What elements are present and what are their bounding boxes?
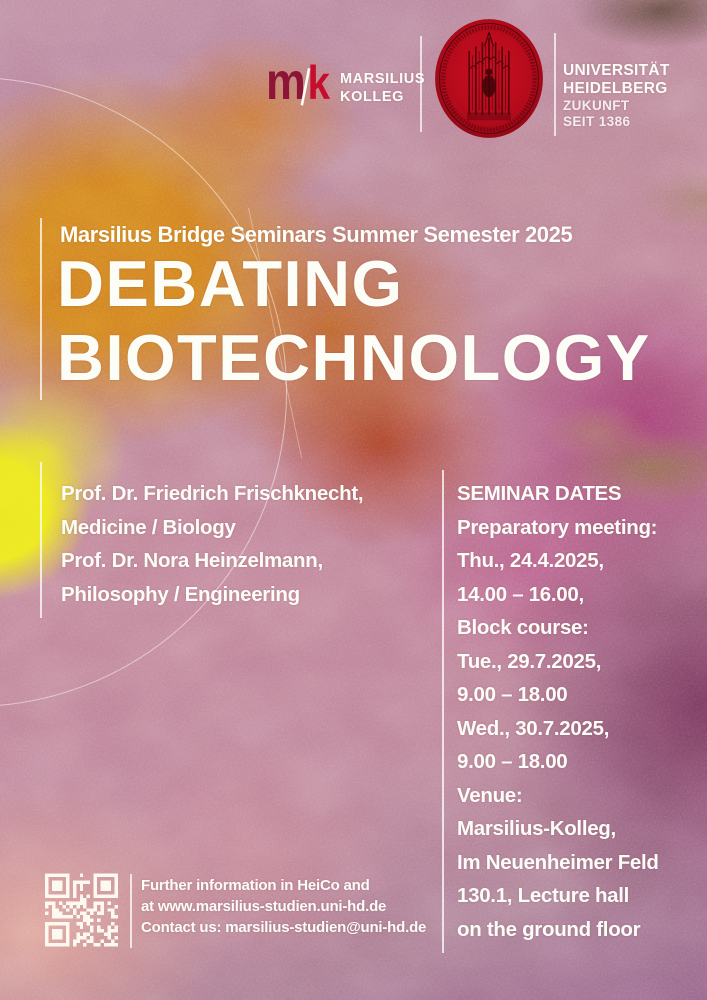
title-rule bbox=[40, 218, 42, 400]
poster-title: DEBATING BIOTECHNOLOGY bbox=[57, 247, 651, 395]
footer-info-block: Further information in HeiCo and at www.… bbox=[141, 876, 426, 938]
seminar-dates-heading: SEMINAR DATES bbox=[457, 482, 622, 505]
seminar-venue-line: on the ground floor bbox=[457, 917, 641, 941]
lecturer-discipline: Medicine / Biology bbox=[61, 515, 236, 539]
lecturers-block: Prof. Dr. Friedrich Frischknecht, Medici… bbox=[61, 477, 364, 611]
series-kicker: Marsilius Bridge Seminars Summer Semeste… bbox=[60, 222, 573, 247]
seminar-date-line: Tue., 29.7.2025, bbox=[457, 649, 602, 673]
seminar-venue-line: 130.1, Lecture hall bbox=[457, 884, 630, 907]
seminar-venue-line: Venue: bbox=[457, 783, 523, 807]
university-name-line-2: HEIDELBERG bbox=[563, 80, 668, 97]
seminar-dates-rule bbox=[442, 470, 444, 953]
mk-logo-k: k bbox=[307, 56, 330, 109]
seminar-date-line: Thu., 24.4.2025, bbox=[457, 549, 604, 572]
university-wordmark: UNIVERSITÄT HEIDELBERG ZUKUNFT SEIT 1386 bbox=[563, 62, 670, 129]
seminar-date-line: 9.00 – 18.00 bbox=[457, 750, 568, 773]
lecturers-rule bbox=[40, 462, 42, 618]
lecturer-line: Prof. Dr. Friedrich Frischknecht, bbox=[61, 482, 364, 505]
marsilius-kolleg-logo: mk bbox=[266, 56, 330, 110]
university-claim-line-2: SEIT 1386 bbox=[563, 113, 631, 129]
footer-contact-line: Contact us: marsilius-studien@uni-hd.de bbox=[141, 918, 427, 936]
marsilius-kolleg-wordmark: MARSILIUS KOLLEG bbox=[340, 70, 425, 106]
seminar-date-line: Wed., 30.7.2025, bbox=[457, 716, 610, 740]
university-name-line-1: UNIVERSITÄT bbox=[563, 62, 670, 79]
footer-info-line: Further information in HeiCo and bbox=[141, 877, 370, 894]
header-divider-left bbox=[420, 36, 422, 132]
university-claim-line-1: ZUKUNFT bbox=[563, 98, 630, 113]
heidelberg-seal-icon bbox=[435, 19, 543, 138]
lecturer-line: Prof. Dr. Nora Heinzelmann, bbox=[61, 549, 323, 572]
poster-title-line-2: BIOTECHNOLOGY bbox=[57, 321, 651, 394]
footer-divider bbox=[130, 874, 132, 948]
qr-code-icon bbox=[45, 873, 118, 947]
wordmark-line-2: KOLLEG bbox=[340, 89, 405, 105]
wordmark-line-1: MARSILIUS bbox=[340, 71, 426, 87]
mk-logo-m: m bbox=[266, 53, 306, 111]
seminar-date-line: Preparatory meeting: bbox=[457, 515, 658, 539]
seminar-venue-line: Im Neuenheimer Feld bbox=[457, 850, 659, 874]
seminar-dates-block: SEMINAR DATES Preparatory meeting: Thu.,… bbox=[457, 477, 659, 946]
footer-url-line: at www.marsilius-studien.uni-hd.de bbox=[141, 897, 387, 915]
poster-title-line-1: DEBATING bbox=[57, 247, 404, 320]
seminar-date-line: 9.00 – 18.00 bbox=[457, 683, 568, 706]
seminar-date-line: 14.00 – 16.00, bbox=[457, 582, 584, 606]
header-divider-right bbox=[554, 33, 556, 136]
seminar-date-line: Block course: bbox=[457, 616, 589, 639]
lecturer-discipline: Philosophy / Engineering bbox=[61, 582, 300, 606]
seminar-venue-line: Marsilius-Kolleg, bbox=[457, 817, 616, 840]
